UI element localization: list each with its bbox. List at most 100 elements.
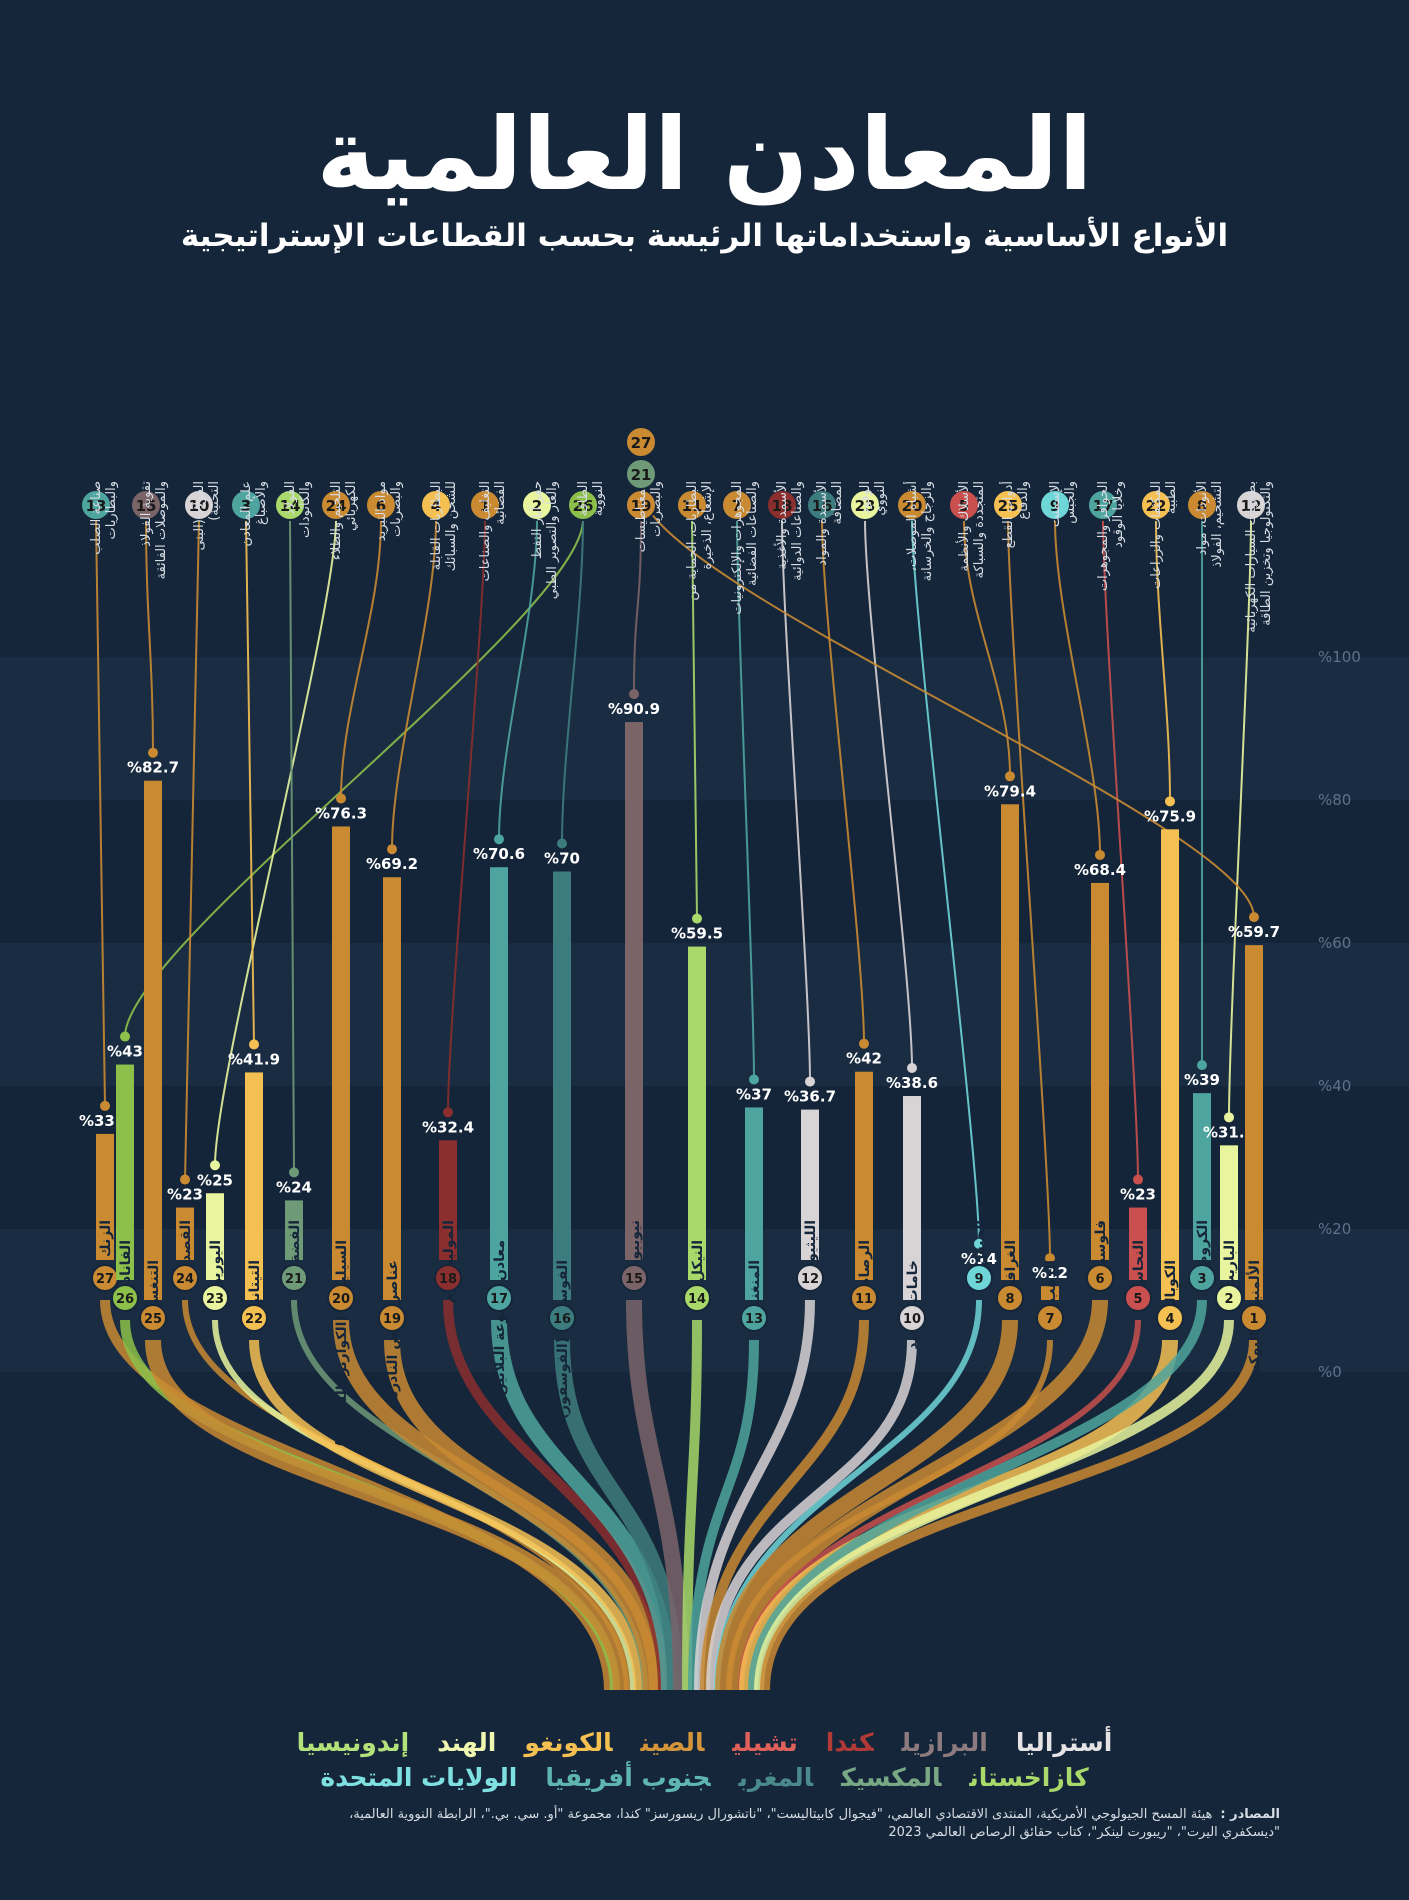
mineral-name: الذهب [1043, 1260, 1059, 1303]
mineral-number: 24 [176, 1272, 194, 1287]
mineral-name: نيوبيوم [627, 1220, 643, 1270]
mineral-bar [490, 867, 508, 1280]
use-number: 14 [280, 497, 301, 515]
use-number-badge [948, 489, 980, 521]
mineral-column: %69.2عناصر الأرض النادرة19 [366, 844, 418, 1399]
percentage-label: %79.4 [984, 782, 1036, 800]
use-label: الأنودات، موادالتشحيم، الفولاذ [1193, 481, 1225, 567]
mineral-name: الباريت [1222, 1240, 1238, 1289]
country-flow-ribbon [145, 1339, 629, 1691]
use-number: 9 [1050, 497, 1060, 515]
connector-dot [1005, 771, 1015, 782]
use-connector-line [640, 488, 1255, 918]
use-connector-line [633, 519, 642, 695]
percentage-label: %23 [167, 1186, 203, 1204]
mineral-number-badge [1215, 1284, 1243, 1312]
legend-country: تشيلي [732, 1728, 798, 1757]
y-tick-label: %100 [1318, 648, 1361, 666]
use-number-badge [80, 489, 112, 521]
percentage-label: %68.4 [1074, 861, 1126, 879]
use-number: 17 [1093, 497, 1114, 515]
mineral-number-badge [240, 1304, 268, 1332]
y-tick-label: %80 [1318, 791, 1351, 809]
use-label: الحوافز والمجوهراتوخلايا الوقود [1096, 481, 1126, 591]
country-flow-ribbon [715, 1319, 1018, 1691]
use-number: 25 [998, 497, 1019, 515]
use-number-badge [365, 489, 397, 521]
use-connector-line [289, 519, 295, 1173]
legend-country: الصين [640, 1728, 705, 1757]
percentage-label: %14 [961, 1250, 997, 1268]
mineral-number: 16 [553, 1312, 571, 1327]
mineral-column: %38.6خامات الحديد10 [886, 1063, 938, 1350]
connector-dot [557, 838, 567, 849]
use-number: 5 [959, 497, 969, 515]
use-connector-line [781, 519, 811, 1082]
use-label: تقوية الفولاذوالموصلات الفائقة [139, 481, 169, 580]
mineral-column: %70 الفوسفات (الفوسفور)16 [544, 838, 580, 1419]
percentage-label: %41.9 [228, 1050, 280, 1068]
use-label: أدوات القطعوالدفاع [999, 481, 1031, 548]
legend-country: البرازيل [901, 1728, 988, 1757]
y-tick-label: %20 [1318, 1220, 1351, 1238]
use-label: البطاريات القابلةللشحن والسبائك [429, 481, 459, 571]
mineral-number: 3 [1197, 1272, 1206, 1287]
mineral-number: 5 [1133, 1292, 1142, 1307]
use-number-badge [274, 489, 306, 521]
connector-dot [805, 1076, 815, 1087]
use-connector-line [498, 519, 538, 840]
mineral-bar [1001, 804, 1019, 1280]
legend-country: إندونيسيا [296, 1728, 410, 1757]
mineral-name: المنغنيز [747, 1260, 763, 1314]
mineral-column: %76.3 السيليكون (الكوارتز/ السيليكا)20 [315, 793, 367, 1447]
mineral-number: 22 [245, 1312, 263, 1327]
mineral-column: %39 الكروم 3 [1184, 1060, 1220, 1292]
use-number: 15 [136, 497, 157, 515]
use-connector-line [911, 519, 980, 1244]
country-flow-ribbon [706, 1339, 917, 1691]
use-number: 24 [326, 497, 347, 515]
connector-dot [100, 1100, 110, 1111]
use-connector-line [736, 519, 755, 1080]
mineral-bar [1041, 1286, 1059, 1300]
mineral-number-badge [548, 1304, 576, 1332]
mineral-bar [1129, 1207, 1147, 1280]
grid-band [0, 657, 1409, 800]
mineral-number-badge [171, 1264, 199, 1292]
connector-dot [749, 1074, 759, 1085]
use-number: 12 [1241, 497, 1262, 515]
connector-dot [148, 747, 158, 758]
mineral-number: 17 [490, 1292, 508, 1307]
use-connector-line [864, 519, 913, 1069]
mineral-bar [144, 780, 162, 1300]
use-number: 7 [732, 497, 742, 515]
use-number: 11 [682, 497, 703, 515]
use-number: 22 [1146, 497, 1167, 515]
legend-country: المغرب [738, 1763, 814, 1792]
use-label: بطاريات السيارات الكهربائيةوالتكنولوجيا … [1244, 481, 1274, 633]
mineral-bar [383, 877, 401, 1300]
y-tick-label: %0 [1318, 1363, 1342, 1381]
country-flow-ribbon [694, 1299, 815, 1691]
connector-dot [1249, 912, 1259, 923]
use-connector-line [145, 519, 154, 753]
use-connector-line [391, 519, 437, 850]
mineral-number: 9 [974, 1272, 983, 1287]
mineral-name: الكوبالت [1163, 1260, 1179, 1318]
mineral-number-badge [683, 1284, 711, 1312]
mineral-number: 11 [855, 1292, 873, 1307]
